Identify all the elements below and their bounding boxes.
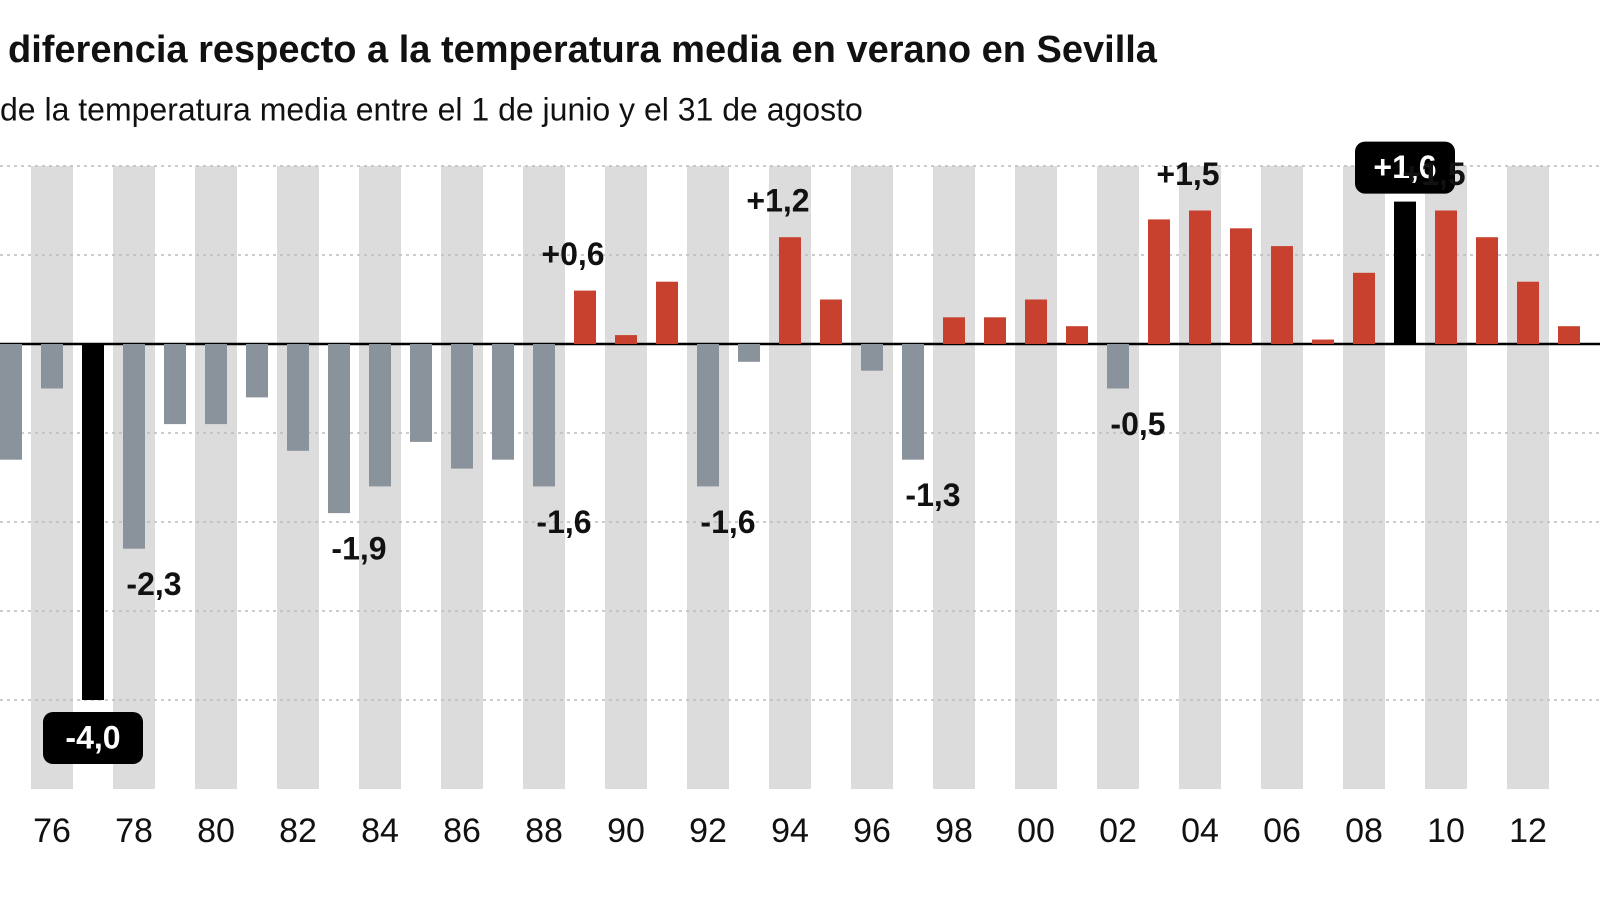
x-tick-label: 78 (115, 812, 153, 850)
value-label: -0,5 (1110, 406, 1165, 442)
value-label: -1,3 (905, 477, 960, 513)
x-tick-label: 94 (771, 812, 809, 850)
bar (1476, 237, 1498, 344)
label-box (43, 712, 143, 764)
x-tick-label: 80 (197, 812, 235, 850)
bar (615, 335, 637, 344)
bar (328, 344, 350, 514)
bar (164, 344, 186, 425)
bar (451, 344, 473, 469)
x-tick-label: 96 (853, 812, 891, 850)
label-box (1355, 141, 1455, 194)
bar (41, 344, 63, 389)
x-tick-label: 04 (1181, 812, 1219, 850)
x-tick-label: 00 (1017, 812, 1055, 850)
bar (123, 344, 145, 549)
bar (943, 317, 965, 344)
column-stripe (441, 166, 483, 789)
bar (1517, 281, 1539, 344)
bar (1271, 246, 1293, 344)
x-tick-label: 90 (607, 812, 645, 850)
x-tick-label: 82 (279, 812, 317, 850)
value-label: +1,6 (1373, 149, 1436, 185)
bar (533, 344, 555, 487)
bar (779, 237, 801, 344)
x-tick-label: 84 (361, 812, 399, 850)
value-label: -1,6 (700, 504, 755, 540)
bar (861, 344, 883, 371)
bar (1435, 210, 1457, 344)
bar (1066, 326, 1088, 344)
x-tick-label: 10 (1427, 812, 1465, 850)
column-stripe (277, 166, 319, 789)
bar (1353, 272, 1375, 344)
value-label: -4,0 (65, 719, 120, 755)
bar (1312, 339, 1334, 344)
column-stripe (605, 166, 647, 789)
bar (205, 344, 227, 425)
bar (1558, 326, 1580, 344)
x-tick-label: 06 (1263, 812, 1301, 850)
column-stripe (933, 166, 975, 789)
value-label: +0,6 (541, 236, 604, 272)
bar (492, 344, 514, 460)
bar (287, 344, 309, 451)
column-stripe (851, 166, 893, 789)
bar (410, 344, 432, 442)
x-tick-label: 88 (525, 812, 563, 850)
bar (1394, 201, 1416, 344)
bar (1025, 299, 1047, 344)
column-stripe (195, 166, 237, 789)
bar (1230, 228, 1252, 344)
column-stripe (1507, 166, 1549, 789)
bar (246, 344, 268, 398)
bar (1107, 344, 1129, 389)
x-tick-label: 12 (1509, 812, 1547, 850)
bar (1189, 210, 1211, 344)
column-stripe (1097, 166, 1139, 789)
x-tick-label: 86 (443, 812, 481, 850)
bar (656, 281, 678, 344)
x-tick-label: 98 (935, 812, 973, 850)
bar (0, 344, 22, 460)
x-tick-label: 76 (33, 812, 71, 850)
bar (82, 344, 104, 700)
value-label: +1,2 (746, 183, 809, 219)
column-stripe (31, 166, 73, 789)
value-label: -2,3 (126, 566, 181, 602)
bar (984, 317, 1006, 344)
x-tick-label: 02 (1099, 812, 1137, 850)
bar (369, 344, 391, 487)
value-label: +1,5 (1402, 156, 1465, 192)
value-label: -1,6 (536, 504, 591, 540)
bar (697, 344, 719, 487)
value-label: +1,5 (1156, 156, 1219, 192)
value-label: -1,9 (331, 531, 386, 567)
bar (902, 344, 924, 460)
bar (574, 290, 596, 344)
bar (820, 299, 842, 344)
column-stripe (1343, 166, 1385, 789)
chart-title: diferencia respecto a la temperatura med… (8, 29, 1158, 71)
x-tick-label: 08 (1345, 812, 1383, 850)
chart-subtitle: de la temperatura media entre el 1 de ju… (0, 91, 863, 127)
bar (738, 344, 760, 362)
column-stripe (1015, 166, 1057, 789)
x-tick-label: 92 (689, 812, 727, 850)
bar (1148, 219, 1170, 344)
